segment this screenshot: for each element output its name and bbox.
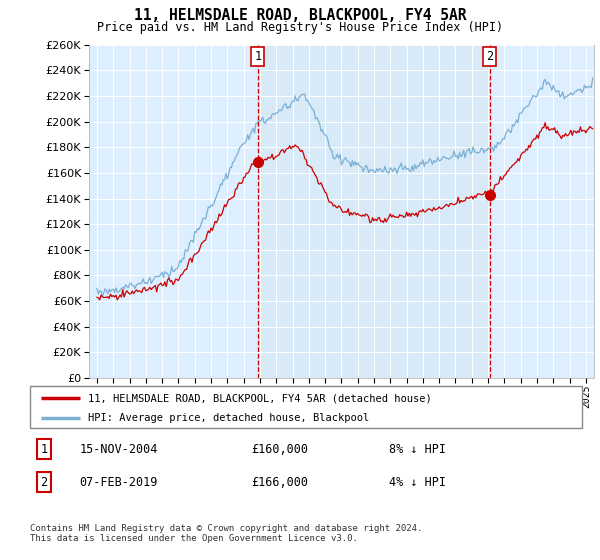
FancyBboxPatch shape: [30, 386, 582, 428]
Text: £160,000: £160,000: [251, 443, 308, 456]
Text: 2: 2: [40, 476, 47, 489]
Text: 4% ↓ HPI: 4% ↓ HPI: [389, 476, 446, 489]
Text: 2: 2: [486, 50, 493, 63]
Text: £166,000: £166,000: [251, 476, 308, 489]
Text: 11, HELMSDALE ROAD, BLACKPOOL, FY4 5AR: 11, HELMSDALE ROAD, BLACKPOOL, FY4 5AR: [134, 8, 466, 24]
Text: 1: 1: [254, 50, 262, 63]
Text: Price paid vs. HM Land Registry's House Price Index (HPI): Price paid vs. HM Land Registry's House …: [97, 21, 503, 34]
Text: 8% ↓ HPI: 8% ↓ HPI: [389, 443, 446, 456]
Text: 11, HELMSDALE ROAD, BLACKPOOL, FY4 5AR (detached house): 11, HELMSDALE ROAD, BLACKPOOL, FY4 5AR (…: [88, 393, 432, 403]
Text: 07-FEB-2019: 07-FEB-2019: [80, 476, 158, 489]
Text: Contains HM Land Registry data © Crown copyright and database right 2024.
This d: Contains HM Land Registry data © Crown c…: [30, 524, 422, 543]
Bar: [258, 45, 490, 378]
Text: HPI: Average price, detached house, Blackpool: HPI: Average price, detached house, Blac…: [88, 413, 369, 423]
Text: 15-NOV-2004: 15-NOV-2004: [80, 443, 158, 456]
Text: 1: 1: [40, 443, 47, 456]
